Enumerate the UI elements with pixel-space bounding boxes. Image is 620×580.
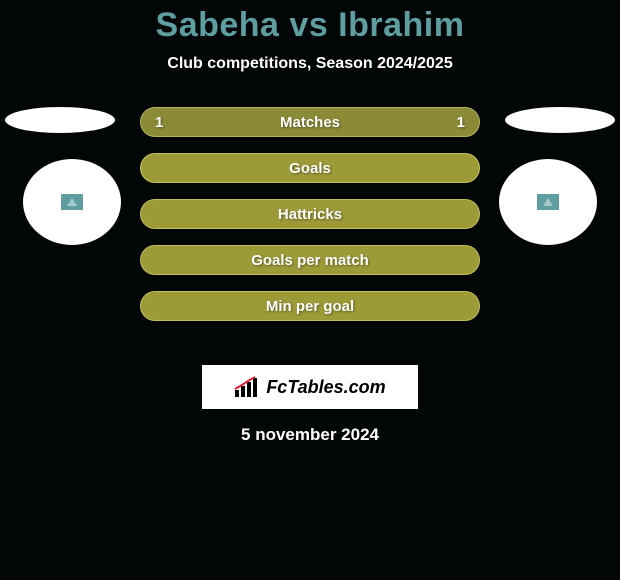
- site-logo[interactable]: FcTables.com: [202, 365, 418, 409]
- page-subtitle: Club competitions, Season 2024/2025: [0, 55, 620, 73]
- stat-right-value: 1: [457, 114, 465, 131]
- stat-row: Hattricks: [0, 199, 620, 229]
- stat-row: Min per goal: [0, 291, 620, 321]
- date-text: 5 november 2024: [0, 425, 620, 445]
- stat-label: Goals: [289, 160, 331, 177]
- stat-row: 1 Matches 1: [0, 107, 620, 137]
- stat-bar-goals-per-match: Goals per match: [140, 245, 480, 275]
- stat-label: Matches: [280, 114, 340, 131]
- stat-bar-goals: Goals: [140, 153, 480, 183]
- stat-bar-hattricks: Hattricks: [140, 199, 480, 229]
- page-title: Sabeha vs Ibrahim: [0, 0, 620, 45]
- logo-text: FcTables.com: [266, 377, 385, 398]
- stat-row: Goals: [0, 153, 620, 183]
- bar-chart-icon: [234, 376, 260, 398]
- stat-row: Goals per match: [0, 245, 620, 275]
- comparison-area: 1 Matches 1 Goals Hattricks Goals per ma…: [0, 107, 620, 347]
- stat-label: Goals per match: [251, 252, 369, 269]
- stat-bar-min-per-goal: Min per goal: [140, 291, 480, 321]
- stat-left-value: 1: [155, 114, 163, 131]
- stat-label: Min per goal: [266, 298, 354, 315]
- stat-label: Hattricks: [278, 206, 342, 223]
- stat-bar-matches: 1 Matches 1: [140, 107, 480, 137]
